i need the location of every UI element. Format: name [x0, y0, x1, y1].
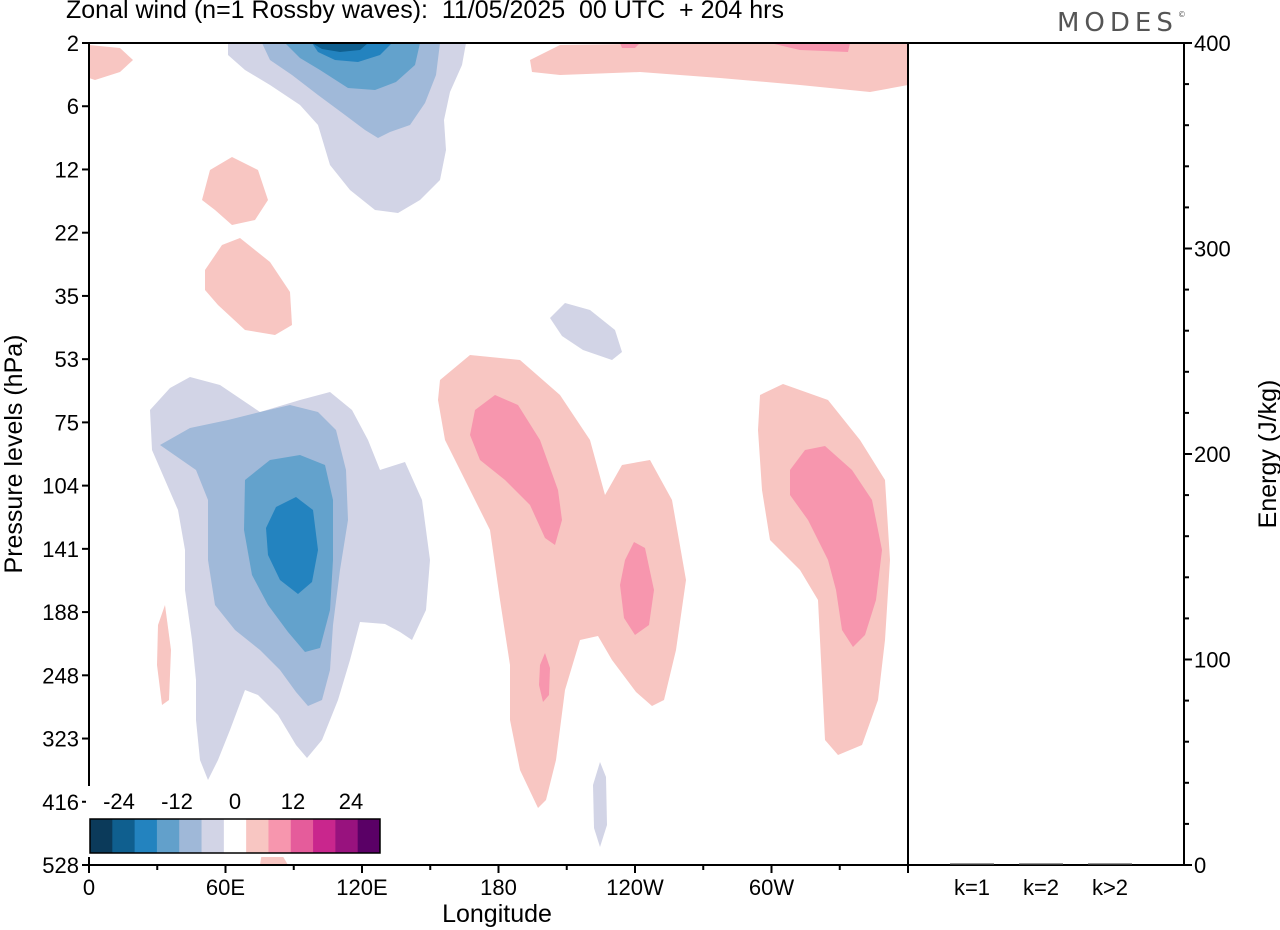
- energy-panel-frame: [907, 42, 1185, 866]
- colorbar-swatch: [90, 819, 113, 853]
- energy-category-label: k=1: [954, 875, 990, 900]
- positive-contour-5: [530, 43, 908, 92]
- modes-logo: MODES©: [1057, 8, 1186, 38]
- colorbar-swatch: [290, 819, 314, 853]
- positive-contour-10: [790, 446, 882, 647]
- x-axis-title: Longitude: [442, 900, 552, 928]
- positive-contour-10: [470, 395, 562, 545]
- y-tick-label: 2: [67, 31, 79, 56]
- negative-contour-5: [550, 303, 622, 360]
- colorbar-swatch: [134, 819, 158, 853]
- energy-axis: 0 100 200 300 400: [1184, 31, 1231, 878]
- energy-bar: [1019, 863, 1063, 865]
- positive-contour-10: [620, 542, 654, 635]
- y-axis-title: Pressure levels (hPa): [0, 335, 28, 574]
- logo-text: MODES: [1057, 8, 1178, 38]
- colorbar-label: 12: [281, 789, 305, 814]
- colorbar-swatch: [246, 819, 269, 853]
- x-tick-label: 60E: [206, 875, 245, 900]
- y-tick-label: 22: [55, 221, 79, 246]
- colorbar-frame: [89, 818, 381, 854]
- colorbar-swatch: [201, 819, 225, 853]
- energy-axis-title: Energy (J/kg): [1254, 380, 1280, 529]
- colorbar-swatch: [223, 819, 247, 853]
- energy-tick-label: 300: [1194, 237, 1231, 262]
- colorbar-swatch: [313, 819, 336, 853]
- colorbar-label: -12: [161, 789, 193, 814]
- colorbar-swatch: [357, 819, 381, 853]
- y-tick-label: 141: [42, 537, 79, 562]
- positive-contour-10: [620, 43, 640, 48]
- colorbar-label: 24: [339, 789, 363, 814]
- energy-category-label: k>2: [1092, 875, 1128, 900]
- colorbar-label: 0: [229, 789, 241, 814]
- negative-contour-25: [312, 43, 368, 52]
- y-tick-label: 416: [42, 790, 79, 815]
- positive-contour-5: [205, 238, 292, 335]
- energy-bar: [1088, 863, 1132, 865]
- y-tick-label: 35: [55, 284, 79, 309]
- y-tick-label: 104: [42, 474, 79, 499]
- x-tick-label: 120W: [606, 875, 664, 900]
- energy-bars: k=1 k=2 k>2: [950, 863, 1132, 900]
- x-tick-label: 180: [480, 875, 517, 900]
- y-tick-label: 528: [42, 853, 79, 878]
- y-tick-label: 12: [55, 157, 79, 182]
- energy-bar: [950, 863, 994, 865]
- y-tick-label: 6: [67, 94, 79, 119]
- y-tick-label: 248: [42, 663, 79, 688]
- energy-tick-label: 100: [1194, 648, 1231, 673]
- colorbar-swatch: [156, 819, 180, 853]
- positive-contour-5: [157, 605, 171, 705]
- energy-tick-label: 400: [1194, 31, 1231, 56]
- negative-contour-20: [266, 497, 318, 594]
- negative-contour-15: [285, 43, 420, 90]
- pressure-axis: 2 6 12 22 35 53 75 104 141 188 248 323 416 528: [42, 31, 89, 878]
- colorbar-swatch: [268, 819, 292, 853]
- colorbar-swatch: [335, 819, 359, 853]
- energy-category-label: k=2: [1023, 875, 1059, 900]
- chart-title: Zonal wind (n=1 Rossby waves): 11/05/202…: [66, 0, 784, 24]
- x-tick-label: 60W: [749, 875, 794, 900]
- y-tick-label: 188: [42, 600, 79, 625]
- colorbar-swatch: [112, 819, 136, 853]
- copyright-mark: ©: [1177, 10, 1186, 19]
- colorbar: -24 -12 0 12 24: [86, 786, 382, 857]
- longitude-axis: 0 60E 120E 180 120W 60W: [83, 865, 909, 900]
- negative-contour-5: [593, 762, 607, 847]
- positive-contour-10: [539, 653, 550, 702]
- colorbar-swatch: [179, 819, 203, 853]
- y-tick-label: 75: [55, 410, 79, 435]
- positive-contour-5: [89, 45, 133, 80]
- x-tick-label: 0: [83, 875, 95, 900]
- x-tick-label: 120E: [336, 875, 387, 900]
- energy-tick-label: 200: [1194, 442, 1231, 467]
- colorbar-label: -24: [103, 789, 135, 814]
- wind-contour-field: [89, 43, 908, 865]
- energy-tick-label: 0: [1194, 853, 1206, 878]
- y-tick-label: 323: [42, 727, 79, 752]
- positive-contour-5: [202, 157, 268, 225]
- y-tick-label: 53: [55, 347, 79, 372]
- positive-contour-10: [770, 43, 850, 52]
